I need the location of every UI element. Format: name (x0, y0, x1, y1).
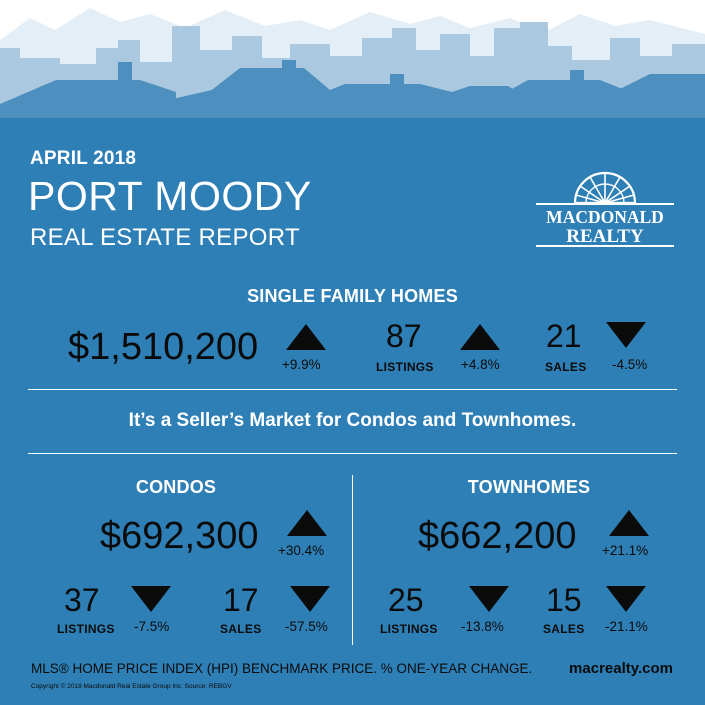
divider-top (28, 389, 677, 390)
townhomes-listings-down-arrow-icon (469, 586, 509, 612)
condos-listings-label: LISTINGS (57, 622, 115, 636)
hpi-footnote: MLS® HOME PRICE INDEX (HPI) BENCHMARK PR… (31, 661, 533, 676)
condos-price-up-arrow-icon (287, 510, 327, 536)
condos-price: $692,300 (100, 515, 259, 557)
townhomes-price-up-arrow-icon (609, 510, 649, 536)
company-logo: MACDONALD REALTY (534, 168, 676, 248)
single-family-sales-label: SALES (545, 360, 587, 374)
single-family-price-change: +9.9% (282, 357, 321, 372)
condos-sales-count: 17 (223, 582, 259, 618)
condos-price-change: +30.4% (278, 543, 325, 558)
townhomes-sales-count: 15 (546, 582, 582, 618)
condos-sales-label: SALES (220, 622, 262, 636)
single-family-sales-count: 21 (546, 318, 582, 354)
column-divider (352, 475, 353, 645)
townhomes-listings-change: -13.8% (461, 619, 504, 634)
condos-listings-change: -7.5% (134, 619, 170, 634)
single-family-sales-down-arrow-icon (606, 322, 646, 348)
report-subtitle: REAL ESTATE REPORT (30, 224, 300, 251)
single-family-price: $1,510,200 (68, 326, 259, 368)
condos-sales-down-arrow-icon (290, 586, 330, 612)
website-link[interactable]: macrealty.com (569, 660, 673, 677)
townhomes-listings-count: 25 (388, 582, 424, 618)
report-date: APRIL 2018 (30, 148, 137, 169)
townhomes-price-change: +21.1% (602, 543, 649, 558)
city-skyline-illustration (0, 0, 705, 135)
townhomes-sales-label: SALES (543, 622, 585, 636)
single-family-price-up-arrow-icon (286, 324, 326, 350)
townhomes-listings-label: LISTINGS (380, 622, 438, 636)
condos-title: CONDOS (135, 477, 217, 497)
copyright-notice: Copyright © 2018 Macdonald Real Estate G… (31, 683, 232, 690)
townhomes-sales-change: -21.1% (605, 619, 648, 634)
townhomes-title: TOWNHOMES (467, 477, 591, 497)
condos-listings-down-arrow-icon (131, 586, 171, 612)
report-city: PORT MOODY (28, 173, 312, 219)
divider-bottom (28, 453, 677, 454)
market-headline: It’s a Seller’s Market for Condos and To… (128, 410, 577, 431)
logo-line-1: MACDONALD (546, 207, 664, 227)
logo-line-2: REALTY (566, 226, 644, 247)
condos-listings-count: 37 (64, 582, 100, 618)
single-family-listings-change: +4.8% (461, 357, 500, 372)
townhomes-price: $662,200 (418, 515, 577, 557)
single-family-title: SINGLE FAMILY HOMES (247, 286, 458, 306)
townhomes-sales-down-arrow-icon (606, 586, 646, 612)
single-family-listings-label: LISTINGS (376, 360, 434, 374)
single-family-listings-count: 87 (386, 318, 422, 354)
single-family-sales-change: -4.5% (612, 357, 648, 372)
condos-sales-change: -57.5% (285, 619, 328, 634)
single-family-listings-up-arrow-icon (460, 324, 500, 350)
